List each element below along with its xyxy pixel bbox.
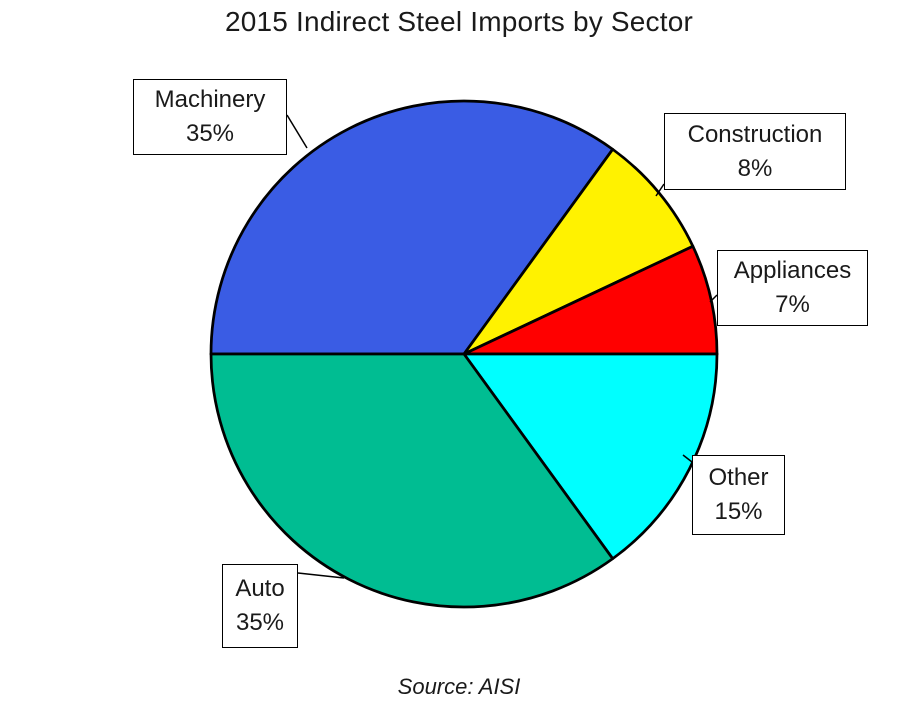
slice-label: Appliances [733,257,852,284]
callout-machinery: Machinery 35% [133,79,287,155]
pie-slice-appliances [462,244,719,356]
chart-title: 2015 Indirect Steel Imports by Sector [224,6,694,37]
slice-label: Machinery [154,86,266,113]
slice-pct-label: 35% [235,609,285,636]
pie-slice-machinery [209,99,615,356]
slice-label: Other [708,464,769,491]
callout-construction: Construction 8% [664,113,846,190]
slice-label: Construction [687,120,823,148]
callout-other: Other 15% [692,455,785,535]
leader-line-auto [297,572,345,579]
slice-pct-label: 7% [775,291,810,318]
callout-leader-lines [286,114,718,579]
pie-slice-other [462,352,719,561]
callout-appliances: Appliances 7% [717,250,868,326]
callout-auto: Auto 35% [222,564,298,648]
pie-slice-auto [209,352,615,609]
slice-pct-label: 15% [714,498,763,525]
slice-label: Auto [235,575,285,602]
leader-line-other [682,454,693,463]
leader-line-machinery [286,114,308,149]
slice-pct-label: 35% [185,120,235,147]
source-note: Source: AISI [397,674,521,699]
pie-slices [209,99,719,609]
leader-line-appliances [709,294,718,303]
leader-line-construction [655,183,665,197]
slice-pct-label: 8% [737,154,773,182]
